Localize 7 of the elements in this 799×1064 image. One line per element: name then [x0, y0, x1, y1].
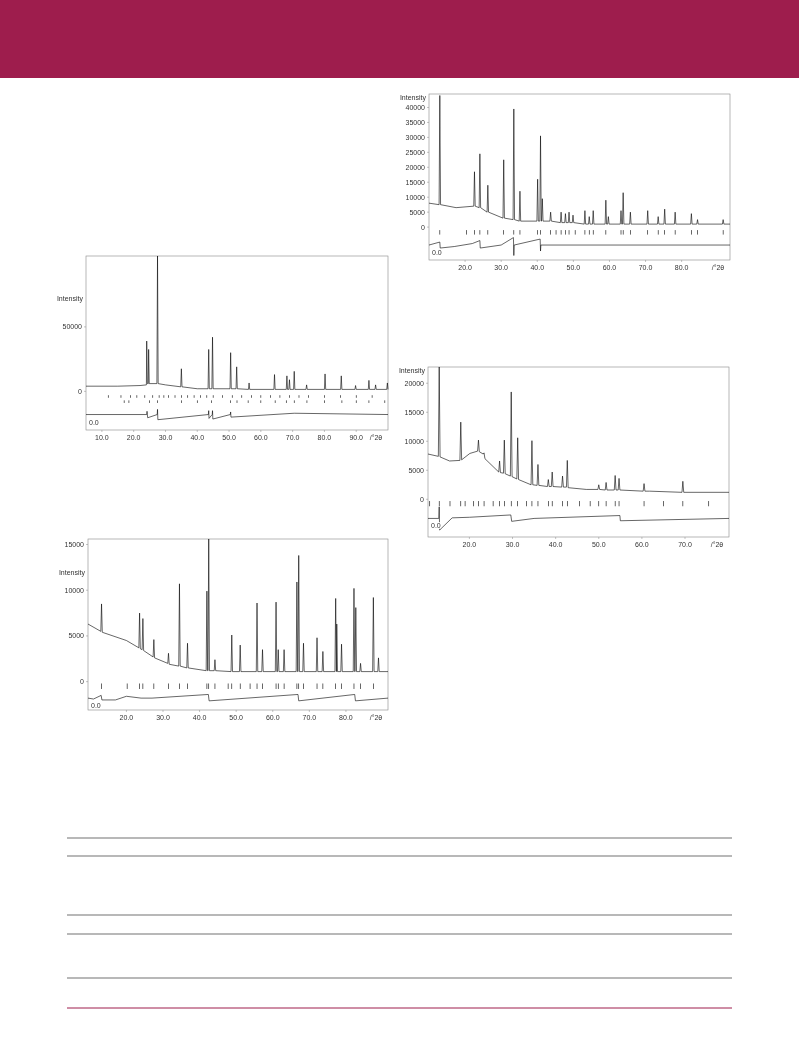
- line-series: [85, 409, 389, 420]
- line-series: [428, 95, 731, 225]
- line-series: [428, 237, 731, 256]
- line-series: [87, 538, 389, 672]
- line-series: [87, 694, 389, 702]
- line-series: [85, 255, 389, 390]
- line-series: [427, 366, 730, 493]
